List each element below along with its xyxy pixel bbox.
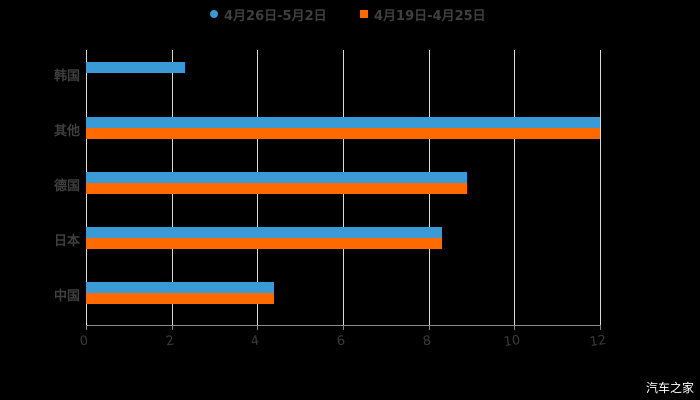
y-category-label: 德国 bbox=[53, 178, 80, 194]
x-tick-label: 2 bbox=[164, 333, 176, 350]
legend-item-series-2[interactable]: 4月19日-4月25日 bbox=[360, 4, 486, 24]
x-tick-label: 4 bbox=[249, 333, 261, 350]
axis-tick bbox=[343, 325, 344, 330]
x-tick-label: 0 bbox=[78, 333, 90, 350]
legend-label: 4月26日-5月2日 bbox=[224, 8, 327, 24]
legend-item-series-1[interactable]: 4月26日-5月2日 bbox=[210, 4, 327, 24]
y-category-label: 日本 bbox=[53, 233, 80, 249]
bar-series-2[interactable] bbox=[86, 127, 600, 139]
bar-series-1[interactable] bbox=[86, 116, 600, 128]
axis-tick bbox=[429, 325, 430, 330]
legend: 4月26日-5月2日 4月19日-4月25日 bbox=[0, 4, 700, 24]
bar-series-1[interactable] bbox=[86, 61, 185, 73]
x-tick-label: 6 bbox=[335, 333, 347, 350]
bar-series-1[interactable] bbox=[86, 171, 467, 183]
bar-series-1[interactable] bbox=[86, 226, 442, 238]
axis-tick bbox=[172, 325, 173, 330]
y-category-label: 其他 bbox=[53, 123, 80, 139]
gridline bbox=[600, 50, 601, 325]
x-axis-line bbox=[86, 325, 600, 326]
watermark: 汽车之家 bbox=[645, 381, 694, 395]
x-tick-label: 12 bbox=[588, 332, 608, 351]
y-category-label: 韩国 bbox=[53, 68, 80, 84]
bar-series-2[interactable] bbox=[86, 182, 467, 194]
gridline bbox=[514, 50, 515, 325]
bar-series-2[interactable] bbox=[86, 292, 274, 304]
axis-tick bbox=[257, 325, 258, 330]
bar-series-2[interactable] bbox=[86, 237, 442, 249]
axis-tick bbox=[600, 325, 601, 330]
x-tick-label: 10 bbox=[502, 332, 522, 351]
legend-label: 4月19日-4月25日 bbox=[374, 8, 486, 24]
square-marker-icon bbox=[360, 10, 368, 18]
axis-tick bbox=[514, 325, 515, 330]
circle-marker-icon bbox=[210, 10, 218, 18]
x-tick-label: 8 bbox=[421, 333, 433, 350]
y-category-label: 中国 bbox=[53, 288, 80, 304]
axis-tick bbox=[86, 325, 87, 330]
bar-series-1[interactable] bbox=[86, 281, 274, 293]
